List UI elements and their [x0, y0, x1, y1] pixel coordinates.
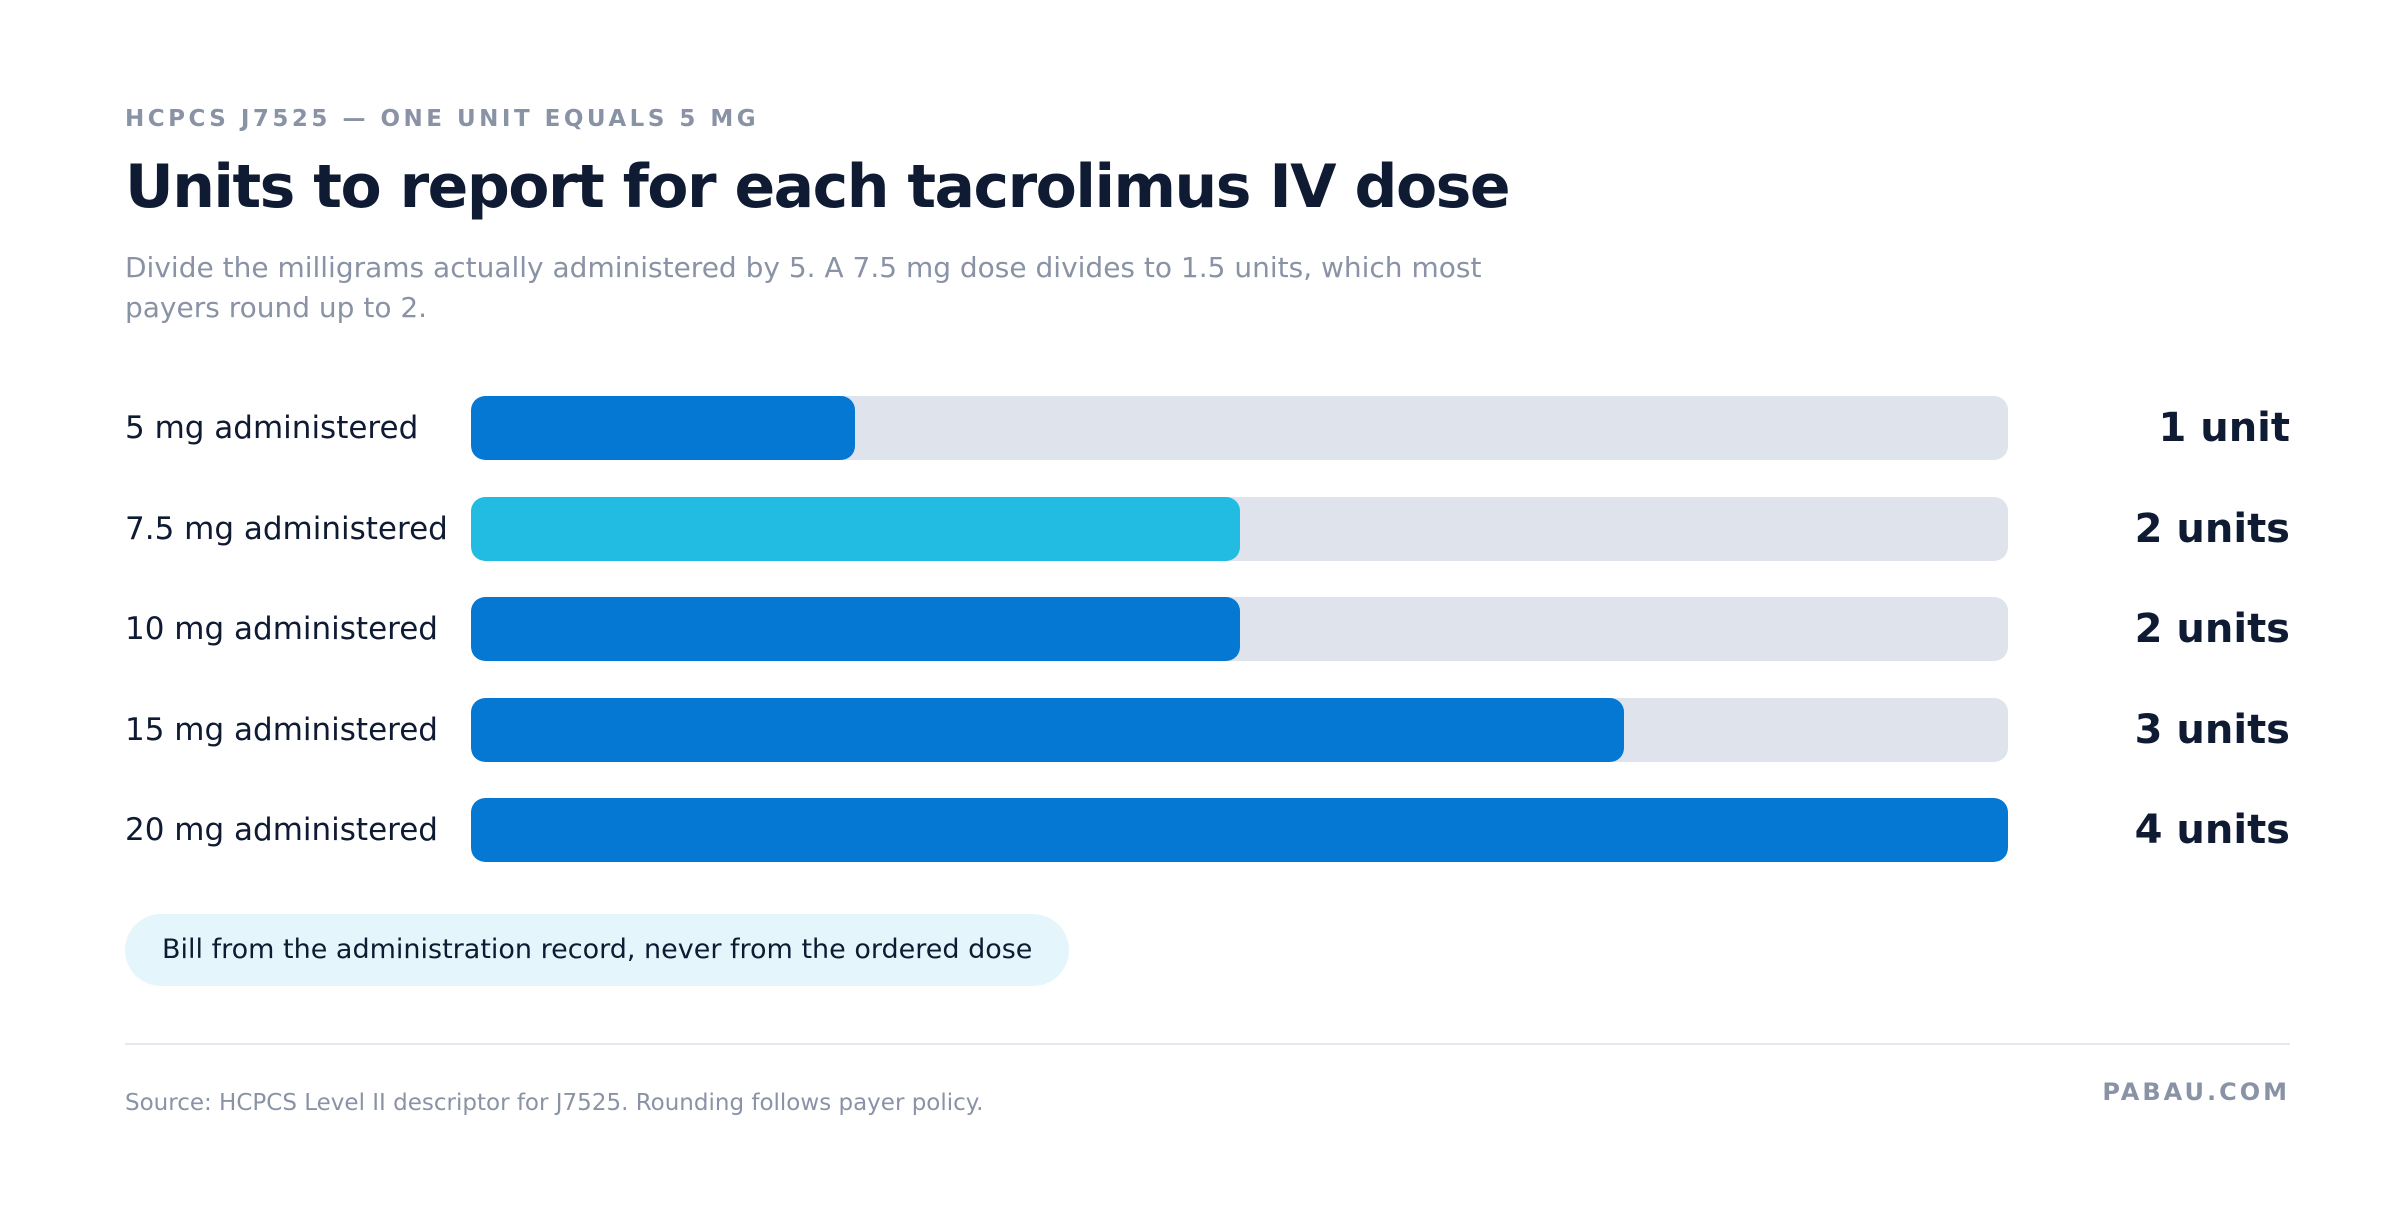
callout-pill: Bill from the administration record, nev…	[125, 914, 1070, 986]
value-label: 1 unit	[2158, 405, 2290, 451]
footer-divider	[125, 1043, 2290, 1045]
bar-track	[471, 496, 2008, 561]
source-note: Source: HCPCS Level II descriptor for J7…	[125, 1090, 984, 1116]
bar	[471, 597, 1240, 661]
value-label: 3 units	[2134, 706, 2290, 753]
bar-chart: 5 mg administered 1 unit 7.5 mg administer…	[125, 396, 2290, 862]
bar-track	[471, 396, 2008, 460]
page-title: Units to report for each tacrolimus IV d…	[125, 152, 1511, 222]
bar	[471, 798, 2008, 862]
subtitle: Divide the milligrams actually administe…	[125, 251, 1482, 324]
category-label: 7.5 mg administered	[125, 510, 448, 547]
bar-track	[471, 697, 2008, 762]
category-label: 5 mg administered	[125, 410, 419, 446]
eyebrow: HCPCS J7525 — ONE UNIT EQUALS 5 MG	[125, 106, 760, 132]
category-label: 20 mg administered	[125, 812, 438, 848]
value-label: 4 units	[2134, 807, 2290, 853]
category-label: 15 mg administered	[125, 711, 438, 748]
brand-label: PABAU.COM	[2102, 1078, 2290, 1106]
value-label: 2 units	[2134, 505, 2290, 552]
bar-track	[471, 597, 2008, 661]
value-label: 2 units	[2134, 606, 2290, 652]
bar-track	[471, 798, 2008, 862]
bar	[471, 697, 1624, 762]
bar	[471, 496, 1240, 561]
category-label: 10 mg administered	[125, 611, 438, 647]
bar	[471, 396, 856, 460]
